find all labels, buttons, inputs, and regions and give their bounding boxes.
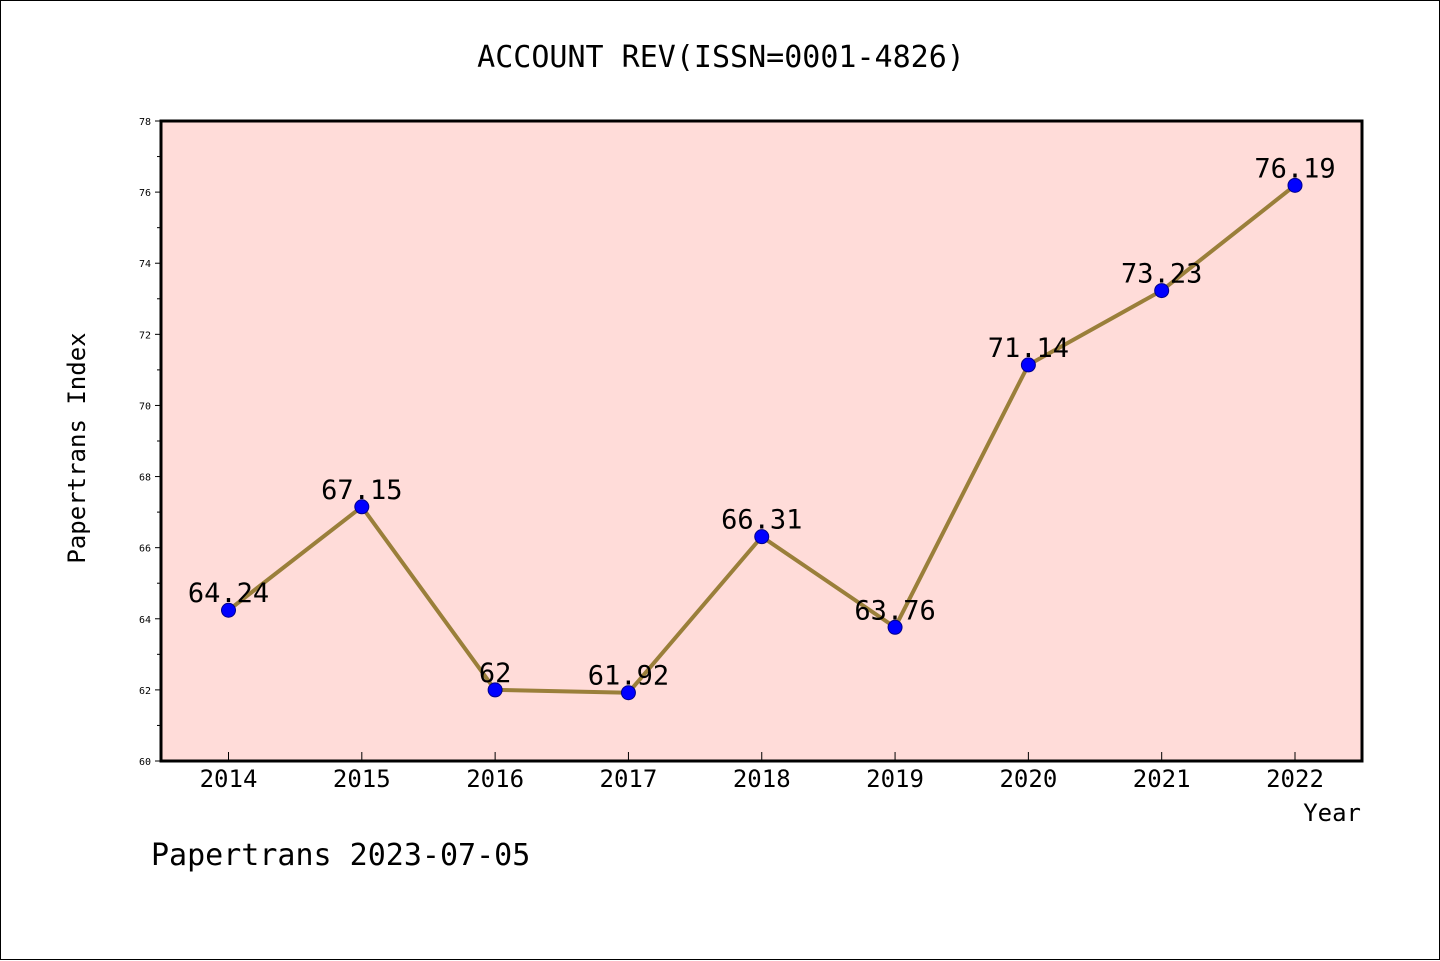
x-tick-label: 2015	[333, 765, 391, 793]
y-tick-label: 76	[139, 188, 151, 199]
chart-title: ACCOUNT REV(ISSN=0001-4826)	[477, 40, 965, 75]
data-point-marker	[1287, 177, 1303, 193]
x-tick-label: 2019	[866, 765, 924, 793]
data-point-marker	[887, 619, 903, 635]
y-tick-label: 64	[139, 615, 151, 626]
plot-area	[161, 121, 1362, 761]
y-tick-label: 66	[139, 544, 151, 555]
x-tick-label: 2022	[1266, 765, 1324, 793]
data-value-label: 76.19	[1254, 153, 1335, 184]
data-value-label: 63.76	[854, 595, 935, 626]
x-tick-label: 2020	[999, 765, 1057, 793]
y-tick-label: 60	[139, 757, 151, 768]
data-point-marker	[354, 499, 370, 515]
data-point-marker	[487, 682, 503, 698]
data-value-label: 62	[479, 658, 512, 689]
data-value-label: 73.23	[1121, 259, 1202, 290]
y-tick-label: 78	[139, 117, 151, 128]
x-tick-label: 2017	[600, 765, 658, 793]
x-tick-label: 2014	[200, 765, 258, 793]
x-tick-label: 2021	[1133, 765, 1191, 793]
data-value-label: 71.14	[988, 333, 1069, 364]
footer-date-text: Papertrans 2023-07-05	[151, 838, 530, 873]
x-axis-label: Year	[1303, 799, 1361, 827]
data-point-marker	[754, 529, 770, 545]
data-point-marker	[221, 602, 236, 618]
y-tick-label: 62	[139, 686, 151, 697]
data-value-label: 64.24	[188, 578, 269, 609]
y-tick-label: 74	[139, 259, 151, 270]
data-point-marker	[1020, 357, 1036, 373]
data-value-label: 61.92	[588, 661, 669, 692]
data-value-label: 67.15	[321, 475, 402, 506]
y-tick-label: 72	[139, 330, 151, 341]
x-tick-label: 2018	[733, 765, 791, 793]
data-point-marker	[1154, 283, 1170, 299]
x-tick-label: 2016	[466, 765, 524, 793]
y-tick-label: 68	[139, 473, 151, 484]
y-tick-label: 70	[139, 401, 151, 412]
data-value-label: 66.31	[721, 505, 802, 536]
y-axis-label: Papertrans Index	[63, 332, 91, 563]
data-point-marker	[620, 685, 636, 701]
plot-border	[159, 119, 1364, 763]
